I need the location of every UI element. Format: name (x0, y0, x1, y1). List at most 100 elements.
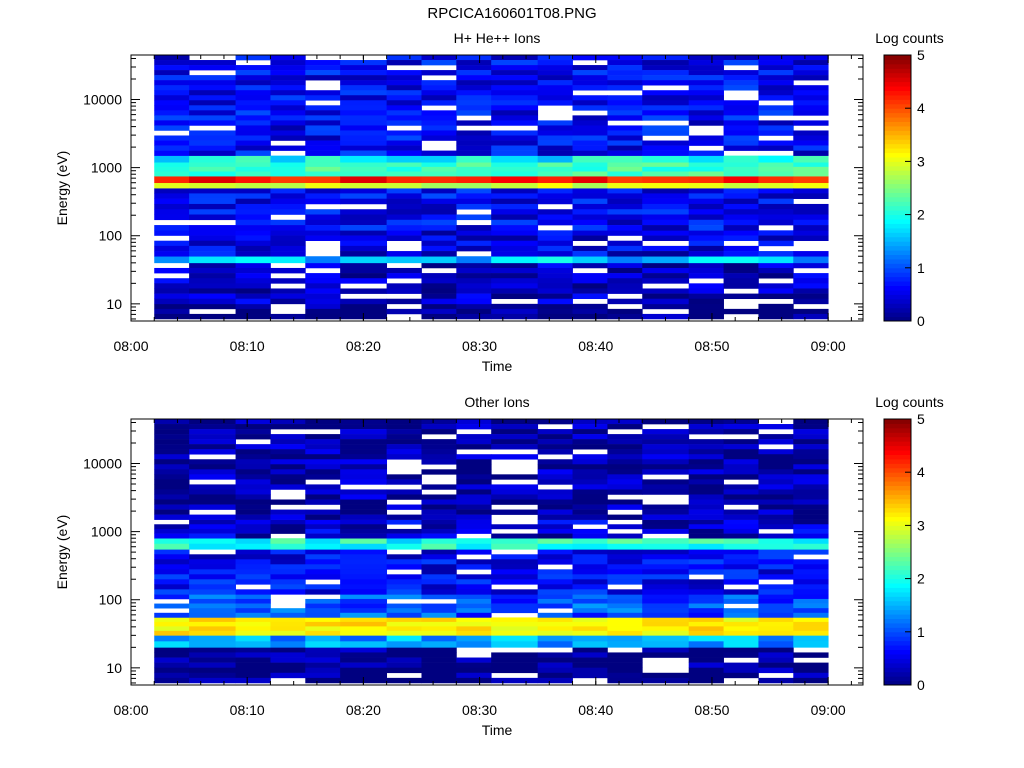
spectrogram-cell (642, 140, 690, 146)
spectrogram-cell (154, 293, 190, 300)
spectrogram-cell (793, 155, 829, 163)
spectrogram-cell (607, 182, 643, 189)
spectrogram-cell (456, 579, 492, 585)
spectrogram-cell (235, 574, 271, 580)
spectrogram-cell (642, 125, 690, 131)
spectrogram-cell (793, 464, 829, 470)
spectrogram-cell (607, 115, 643, 121)
spectrogram-cell (793, 641, 829, 648)
spectrogram-cell (793, 193, 829, 199)
spectrogram-cell (758, 677, 794, 684)
spectrogram-cell (305, 489, 341, 495)
spectrogram-cell (340, 469, 388, 475)
colorbar-segment (884, 148, 911, 154)
spectrogram-cell (758, 273, 794, 279)
colorbar-segment (884, 649, 911, 655)
spectrogram-cell (723, 459, 759, 465)
spectrogram-cell (537, 635, 573, 642)
colorbar-segment (884, 250, 911, 255)
spectrogram-cell (491, 579, 539, 585)
spectrogram-cell (793, 225, 829, 231)
spectrogram-cell (456, 283, 492, 289)
spectrogram-cell (235, 464, 271, 470)
spectrogram-cell (305, 120, 341, 126)
spectrogram-cell (758, 459, 794, 465)
spectrogram-cell (189, 504, 236, 510)
spectrogram-cell (537, 262, 573, 269)
spectrogram-cell (305, 538, 341, 545)
spectrogram-cell (305, 598, 341, 604)
spectrogram-cell (456, 617, 492, 623)
spectrogram-cell (793, 454, 829, 460)
spectrogram-cell (758, 499, 794, 505)
spectrogram-cell (688, 155, 724, 163)
spectrogram-cell (793, 75, 829, 81)
colorbar-segment (884, 108, 911, 114)
spectrogram-cell (386, 105, 422, 111)
panel-1: 08:00 08:10 08:20 08:30 08:40 08:50 09:0010100… (54, 30, 944, 374)
spectrogram-cell (688, 230, 724, 236)
colorbar-tick-label: 1 (917, 260, 925, 276)
spectrogram-cell (386, 647, 422, 653)
spectrogram-cell (421, 564, 457, 570)
spectrogram-cell (537, 162, 573, 168)
spectrogram-cell (421, 641, 457, 648)
spectrogram-cell (270, 647, 306, 653)
spectrogram-cell (340, 188, 388, 194)
spectrogram-cell (688, 549, 724, 555)
spectrogram-cell (537, 293, 573, 300)
spectrogram-cell (421, 454, 457, 460)
spectrogram-cell (235, 85, 271, 91)
spectrogram-cell (189, 90, 236, 96)
spectrogram-cell (793, 105, 829, 111)
spectrogram-cell (758, 262, 794, 269)
spectrogram-cell (758, 145, 794, 151)
colorbar-tick-label: 5 (917, 47, 925, 63)
spectrogram-cell (723, 162, 759, 168)
spectrogram-cell (154, 574, 190, 580)
spectrogram-cell (642, 251, 690, 257)
spectrogram-cell (386, 273, 422, 279)
spectrogram-cell (572, 612, 608, 618)
spectrogram-cell (537, 256, 573, 264)
spectrogram-cell (305, 647, 341, 653)
spectrogram-cell (572, 162, 608, 168)
spectrogram-cell (305, 559, 341, 565)
spectrogram-cell (189, 449, 236, 455)
spectrogram-cell (189, 459, 236, 465)
spectrogram-cell (642, 603, 690, 609)
spectrogram-cell (491, 538, 539, 545)
spectrogram-cell (340, 100, 388, 106)
spectrogram-cell (456, 419, 492, 425)
spectrogram-cell (642, 504, 690, 510)
colorbar-segment (884, 316, 911, 322)
spectrogram-cell (270, 256, 306, 264)
spectrogram-cell (235, 617, 271, 623)
spectrogram-cell (154, 120, 190, 126)
spectrogram-cell (572, 308, 608, 315)
spectrogram-cell (723, 574, 759, 580)
colorbar-segment (884, 81, 911, 87)
spectrogram-cell (642, 449, 690, 455)
spectrogram-cell (723, 125, 759, 131)
spectrogram-cell (340, 303, 388, 310)
spectrogram-cell (386, 55, 422, 61)
spectrogram-cell (270, 564, 306, 570)
spectrogram-cell (456, 120, 492, 126)
spectrogram-cell (421, 162, 457, 168)
spectrogram-cell (270, 162, 306, 168)
spectrogram-cell (305, 125, 341, 131)
spectrogram-cell (270, 469, 306, 475)
spectrogram-cell (154, 454, 190, 460)
spectrogram-cell (607, 554, 643, 560)
spectrogram-cell (607, 612, 643, 618)
spectrogram-cell (642, 635, 690, 642)
spectrogram-cell (340, 499, 388, 505)
spectrogram-cell (723, 612, 759, 618)
spectrogram-cell (456, 245, 492, 252)
spectrogram-cell (270, 459, 306, 465)
spectrogram-cell (456, 110, 492, 116)
spectrogram-cell (154, 419, 190, 425)
spectrogram-cell (642, 188, 690, 194)
spectrogram-cell (572, 235, 608, 241)
